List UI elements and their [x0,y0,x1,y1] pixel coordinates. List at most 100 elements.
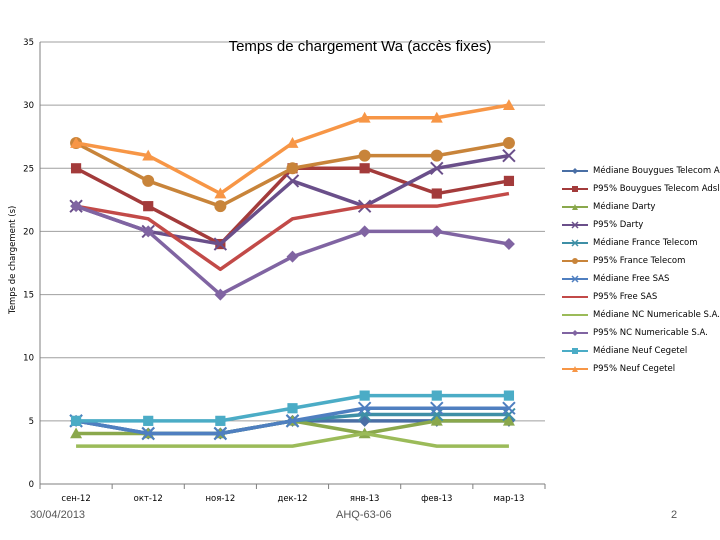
data-point [70,137,83,148]
data-point-stroke [502,407,516,422]
data-point [359,163,370,174]
data-point [502,137,515,150]
data-point [214,288,227,301]
data-point [213,237,228,251]
legend-swatch [562,204,588,210]
data-point [358,111,371,123]
data-point-stroke [502,148,516,163]
data-point [70,427,83,439]
data-point [430,161,444,175]
data-point [143,415,154,426]
legend-item: P95% France Telecom [560,252,718,270]
data-point [502,238,515,251]
y-tick-label: 20 [23,227,34,237]
legend-label: Médiane Bouygues Telecom Adsl [593,166,720,176]
legend-item: Médiane Bouygues Telecom Adsl [560,162,720,180]
data-point [143,201,154,212]
x-tick-label: дек-12 [277,494,307,504]
legend-swatch [562,314,588,316]
legend-marker [571,239,579,247]
legend-label: Médiane NC Numericable S.A. [593,310,720,320]
data-point [286,137,299,148]
data-point [70,163,82,174]
legend-marker [572,366,578,372]
legend-item: Médiane Free SAS [560,270,718,288]
data-point-stroke [285,174,300,188]
data-point [214,187,227,199]
x-tick-label: ноя-12 [205,494,235,504]
legend-label: P95% Bouygues Telecom Adsl [593,184,720,194]
data-point [430,414,443,426]
data-point [142,174,155,187]
data-point [287,403,298,414]
legend-swatch [562,258,588,264]
series-line-7 [75,191,510,272]
data-point [70,415,82,426]
legend-item: Médiane Darty [560,198,718,216]
legend-item: P95% Darty [560,216,718,234]
legend-label: Médiane Neuf Cegetel [593,346,688,356]
legend-swatch [562,239,588,247]
legend-swatch [562,275,588,283]
x-tick-label: фев-13 [421,494,452,504]
footer-code: AHQ-63-06 [336,509,392,521]
y-tick-label: 0 [29,480,34,490]
x-tick-label: сен-12 [61,494,90,504]
legend-swatch [562,296,588,298]
data-point [215,415,226,426]
chart-title: Temps de chargement Wa (accès fixes) [228,38,492,55]
legend-marker [571,275,579,283]
x-tick-label: янв-13 [350,494,380,504]
data-point [502,407,516,422]
data-point [285,174,300,188]
series-line-8 [76,431,509,448]
data-point [503,175,515,187]
data-point-stroke [357,401,372,415]
y-tick-label: 15 [23,291,34,301]
legend-label: P95% Darty [593,220,644,230]
legend-swatch [562,366,588,372]
data-point-stroke [141,426,155,441]
data-point [357,401,372,415]
data-point [430,407,444,422]
legend-marker [572,204,578,210]
legend-marker [572,330,578,336]
data-point [503,390,515,401]
legend-item: Médiane NC Numericable S.A. [560,306,720,324]
footer-date: 30/04/2013 [30,509,86,521]
legend-swatch [562,221,588,229]
legend-label: P95% France Telecom [593,256,686,266]
legend-swatch [562,348,588,354]
data-point [502,148,516,163]
legend-label: P95% NC Numericable S.A. [593,328,708,338]
x-tick-label: окт-12 [134,494,163,504]
data-point-stroke [502,401,516,415]
legend-swatch [562,168,588,174]
legend-item: Médiane France Telecom [560,234,718,252]
data-point [142,225,155,238]
legend-label: P95% Free SAS [593,292,658,302]
footer-page-number: 2 [671,509,678,521]
data-point [359,390,370,401]
legend-marker [572,258,578,264]
data-point-stroke [430,161,444,175]
legend-marker [571,221,579,229]
data-point [214,200,227,213]
data-point [285,414,300,428]
legend-item: P95% NC Numericable S.A. [560,324,718,342]
legend-item: P95% Neuf Cegetel [560,360,718,378]
data-point-stroke [285,414,300,428]
legend-label: Médiane Free SAS [593,274,670,284]
data-point [431,188,442,199]
legend-label: Médiane France Telecom [593,238,698,248]
data-point [286,250,299,263]
data-point [358,149,371,162]
data-point-stroke [430,407,444,422]
data-point [141,426,155,441]
legend-marker [572,168,578,174]
data-point [213,426,228,441]
data-point [358,225,371,238]
data-point [431,390,442,401]
data-point [502,99,515,110]
